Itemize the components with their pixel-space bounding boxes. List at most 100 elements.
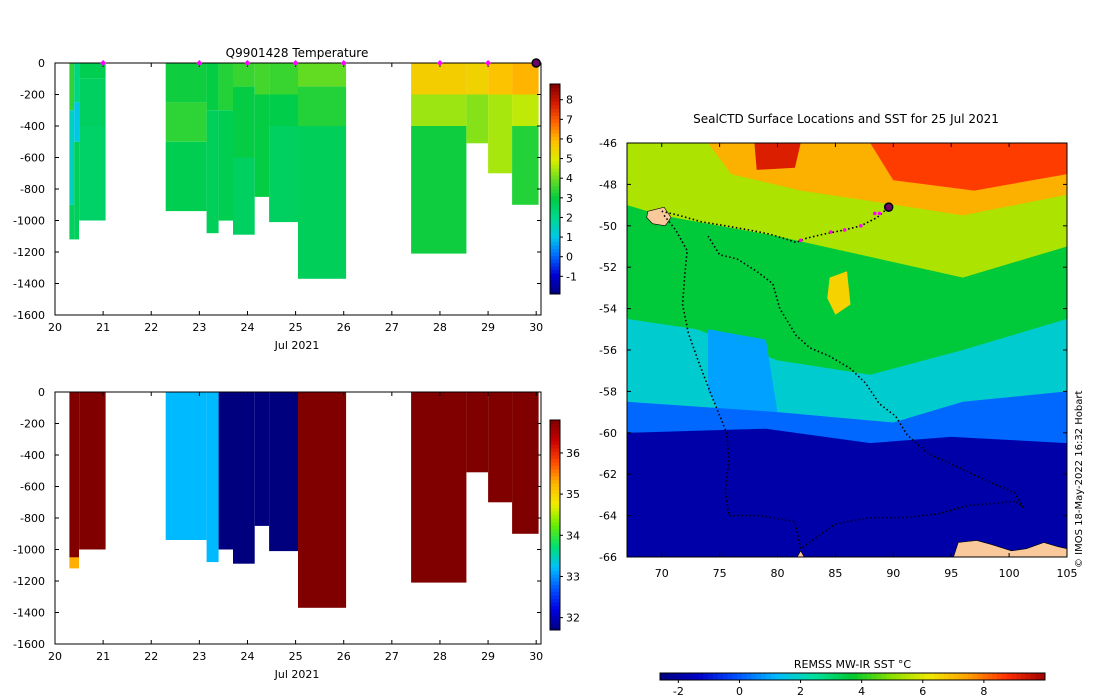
section-cell [69,557,79,569]
colorbar-cell [550,136,560,141]
colorbar-cell [712,673,719,680]
y-tick-label: -46 [599,137,617,150]
section-cell [233,86,255,158]
section-cell [206,110,219,234]
colorbar-cell [550,490,560,494]
colorbar-cell [550,476,560,480]
colorbar-cell [550,420,560,424]
colorbar-cell [550,616,560,620]
colorbar-cell [550,518,560,522]
colorbar-cell [550,553,560,557]
colorbar-tick-label: 34 [566,529,580,542]
colorbar-cell [550,287,560,291]
colorbar-cell [982,673,988,680]
temperature-title: Q9901428 Temperature [226,46,369,60]
section-cell [411,94,467,126]
section-cell [206,63,219,111]
x-tick-label: 75 [713,567,727,580]
colorbar-cell [953,673,959,680]
x-tick-label: 22 [144,321,158,334]
y-tick-label: -1000 [13,544,45,557]
temperature-axes: 20 21 22 23 24 25 26 27 28 29 30 0 -200 -400 -600 -800 -… [13,57,543,334]
colorbar-cell [550,227,560,232]
section-cell [74,63,79,103]
colorbar-tick-label: 0 [736,685,743,698]
colorbar-cell [987,673,993,680]
colorbar-cell [550,234,560,239]
surface-location-point [872,211,877,216]
colorbar-cell [1020,673,1027,680]
colorbar-cell [732,673,738,680]
x-tick-label: 105 [1057,567,1078,580]
colorbar-cell [550,178,560,183]
land-mass [953,540,1067,557]
colorbar-tick-label: 3 [566,192,573,205]
colorbar-cell [708,673,714,680]
colorbar-cell [838,673,844,680]
colorbar-tick-label: 8 [566,94,573,107]
colorbar-cell [871,673,878,680]
colorbar-cell [785,673,791,680]
y-tick-label: -62 [599,468,617,481]
section-cell [218,392,233,550]
colorbar-cell [550,276,560,281]
colorbar-cell [833,673,839,680]
colorbar-cell [550,430,560,435]
colorbar-cell [684,673,690,680]
section-cell [254,94,270,197]
colorbar-cell [550,497,560,501]
colorbar-cell [550,455,560,459]
colorbar-cell [756,673,762,680]
y-tick-label: -1400 [13,278,45,291]
colorbar-cell [550,283,560,288]
section-cell [411,63,467,95]
colorbar-tick-label: -2 [673,685,684,698]
sst-map-title: SealCTD Surface Locations and SST for 25… [693,112,999,126]
section-cell [269,94,298,126]
colorbar-cell [934,673,940,680]
colorbar-cell [1030,673,1036,680]
colorbar-tick-label: 2 [566,211,573,224]
colorbar-tick-label: 32 [566,612,580,625]
section-cell [269,63,298,95]
section-cell [512,94,539,126]
sst-map-axes: 70 75 80 85 90 95 100 105 -46 -48 -50 -52 -54 -56 -58 -… [599,137,1077,580]
colorbar-tick-label: -1 [566,270,577,283]
colorbar-cell [550,157,560,162]
colorbar-cell [550,133,560,137]
colorbar-cell [664,673,671,680]
colorbar-cell [761,673,767,680]
colorbar-cell [550,182,560,186]
colorbar-cell [550,203,560,207]
colorbar-cell [919,673,926,680]
colorbar-cell [550,108,560,113]
colorbar-cell [895,673,902,680]
colorbar-cell [722,673,728,680]
colorbar-cell [727,673,733,680]
colorbar-cell [550,542,560,547]
colorbar-cell [550,266,560,270]
colorbar-cell [550,493,560,498]
colorbar-tick-label: 35 [566,488,580,501]
current-profile-marker [531,58,541,68]
sst-region [708,329,778,433]
sst-region [870,143,1067,191]
colorbar-cell [550,238,560,242]
colorbar-cell [703,673,709,680]
colorbar-cell [924,673,930,680]
salinity-panel: 20 21 22 23 24 25 26 27 28 29 30 0 -200 -400 -600 -800 -… [13,386,580,681]
colorbar-cell [550,626,560,631]
colorbar-cell [550,213,560,218]
colorbar-cell [550,539,560,543]
colorbar-cell [765,673,772,680]
x-tick-label: 24 [240,650,254,663]
colorbar-cell [550,248,560,253]
section-cell [206,392,219,563]
colorbar-cell [550,504,560,508]
y-tick-label: -200 [20,89,45,102]
temperature-profile-markers [100,58,541,68]
colorbar-cell [674,673,680,680]
colorbar-cell [550,206,560,211]
colorbar-cell [857,673,863,680]
